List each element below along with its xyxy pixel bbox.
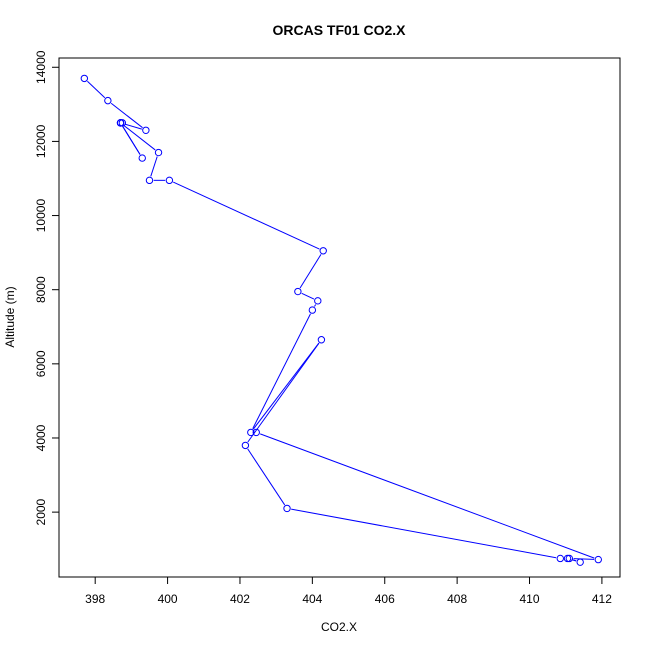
x-tick-label: 400: [158, 592, 178, 606]
data-point: [104, 96, 112, 105]
data-point: [247, 428, 255, 437]
series-segment: [252, 313, 311, 429]
data-point: [283, 504, 291, 513]
data-point: [241, 441, 250, 450]
series-segment: [260, 433, 595, 559]
series-segment: [124, 123, 142, 130]
y-axis-label: Altitude (m): [3, 286, 17, 347]
series-segment: [247, 342, 320, 443]
series-segment: [301, 292, 315, 300]
data-point: [154, 148, 163, 157]
chart-title: ORCAS TF01 CO2.X: [272, 22, 406, 38]
series-segment: [573, 559, 577, 562]
data-point: [165, 176, 174, 185]
y-tick-label: 10000: [34, 199, 48, 233]
data-point: [556, 554, 564, 563]
x-tick-label: 412: [592, 592, 612, 606]
data-point: [319, 247, 327, 255]
series-segment: [87, 80, 106, 99]
x-axis-label: CO2.X: [321, 620, 357, 634]
x-axis: 398 400 402 404 406 408 410 412: [85, 576, 612, 606]
y-tick-label: 4000: [34, 424, 48, 451]
series-segment: [252, 342, 320, 430]
data-point: [565, 554, 574, 563]
data-point: [142, 126, 150, 134]
y-tick-label: 12000: [34, 124, 48, 158]
series-segment: [150, 156, 158, 177]
x-tick-label: 408: [447, 592, 467, 606]
x-tick-label: 398: [85, 592, 105, 606]
x-tick-label: 406: [375, 592, 395, 606]
x-tick-label: 404: [302, 592, 322, 606]
y-axis: 2000 4000 6000 8000 10000 12000 14000: [34, 50, 60, 525]
x-tick-label: 402: [230, 592, 250, 606]
series-segment: [122, 126, 141, 155]
series-segment: [291, 508, 557, 559]
series-segment: [123, 125, 156, 151]
y-tick-label: 2000: [34, 498, 48, 525]
y-tick-label: 14000: [34, 50, 48, 84]
data-point: [308, 306, 317, 314]
series-segment: [573, 558, 595, 560]
data-point: [576, 558, 584, 566]
series-segment: [173, 181, 320, 250]
series-segment: [247, 448, 286, 506]
plot-frame: [58, 57, 621, 578]
data-point: [145, 176, 154, 185]
data-point: [138, 154, 146, 162]
data-point: [116, 119, 125, 127]
data-point: [594, 555, 602, 564]
data-point: [314, 297, 322, 305]
data-point: [252, 428, 260, 437]
series-segment: [299, 254, 322, 289]
y-tick-label: 8000: [34, 276, 48, 303]
y-tick-label: 6000: [34, 350, 48, 377]
series-segment: [110, 102, 143, 129]
series-layer: [80, 74, 602, 566]
x-tick-label: 410: [520, 592, 540, 606]
data-point: [80, 74, 89, 83]
data-point: [317, 336, 326, 344]
data-point: [294, 287, 302, 296]
series-segment: [314, 304, 317, 307]
